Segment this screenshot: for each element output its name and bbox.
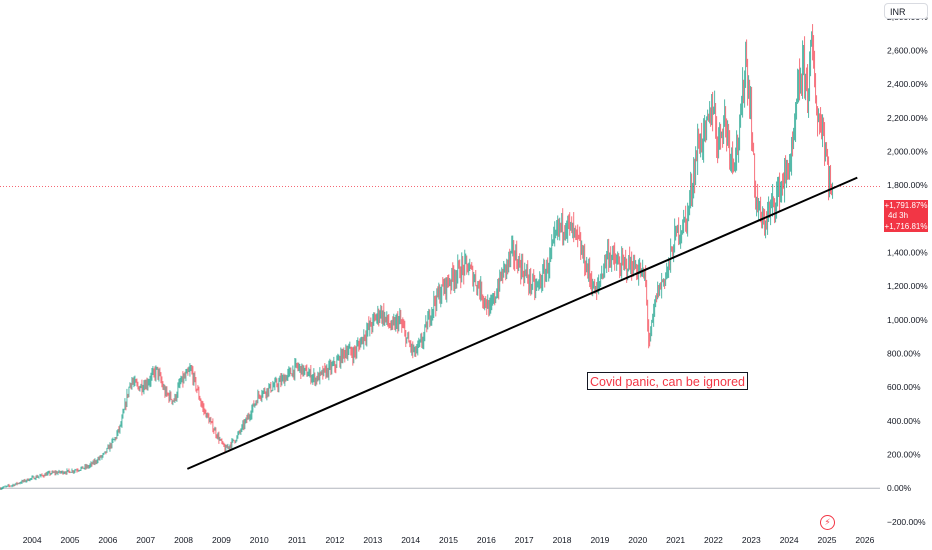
y-tick-label: 2,000.00% [887,147,928,157]
price-scale-ticks: −200.00% 0.00% 200.00% 400.00% 600.00% 800.00… [887,12,928,527]
x-tick-label: 2019 [590,535,609,545]
x-tick-label: 2024 [780,535,799,545]
y-tick-label: 200.00% [887,450,921,460]
x-tick-label: 2008 [174,535,193,545]
x-tick-label: 2012 [326,535,345,545]
x-tick-label: 2015 [439,535,458,545]
y-tick-label: 1,200.00% [887,281,928,291]
trendline-group [186,176,858,470]
y-tick-label: 0.00% [887,483,912,493]
bar-countdown-label: 4d 3h [884,211,928,221]
y-tick-label: 1,800.00% [887,180,928,190]
x-tick-label: 2014 [401,535,420,545]
x-tick-label: 2025 [818,535,837,545]
y-tick-label: 2,200.00% [887,113,928,123]
y-tick-label: 800.00% [887,349,921,359]
x-tick-label: 2005 [61,535,80,545]
x-tick-label: 2023 [742,535,761,545]
support-trendline [186,176,858,470]
x-tick-label: 2004 [23,535,42,545]
y-tick-label: 2,400.00% [887,79,928,89]
x-tick-label: 2017 [515,535,534,545]
x-tick-label: 2013 [363,535,382,545]
x-tick-label: 2021 [666,535,685,545]
x-tick-label: 2006 [98,535,117,545]
close-price-label: +1,716.81% [884,221,928,232]
x-tick-label: 2016 [477,535,496,545]
y-tick-label: −200.00% [887,517,926,527]
x-tick-label: 2011 [288,535,307,545]
time-scale-ticks: 2004 2005 2006 2007 2008 2009 2010 2011 2012 2013… [23,535,875,545]
x-tick-label: 2020 [628,535,647,545]
y-tick-label: 1,000.00% [887,315,928,325]
candlestick-series [0,24,834,491]
y-tick-label: 600.00% [887,382,921,392]
x-tick-label: 2007 [136,535,155,545]
y-tick-label: 2,600.00% [887,46,928,56]
y-tick-label: 1,400.00% [887,248,928,258]
x-tick-label: 2026 [855,535,874,545]
y-tick-label: 400.00% [887,416,921,426]
x-tick-label: 2010 [250,535,269,545]
x-tick-label: 2009 [212,535,231,545]
currency-button[interactable]: INR [884,3,928,19]
last-price-label: +1,791.87% [884,200,928,211]
covid-annotation[interactable]: Covid panic, can be ignored [587,372,748,390]
x-tick-label: 2018 [553,535,572,545]
lightning-icon[interactable]: ⚡ [820,515,835,530]
zero-baseline [0,186,880,489]
x-tick-label: 2022 [704,535,723,545]
